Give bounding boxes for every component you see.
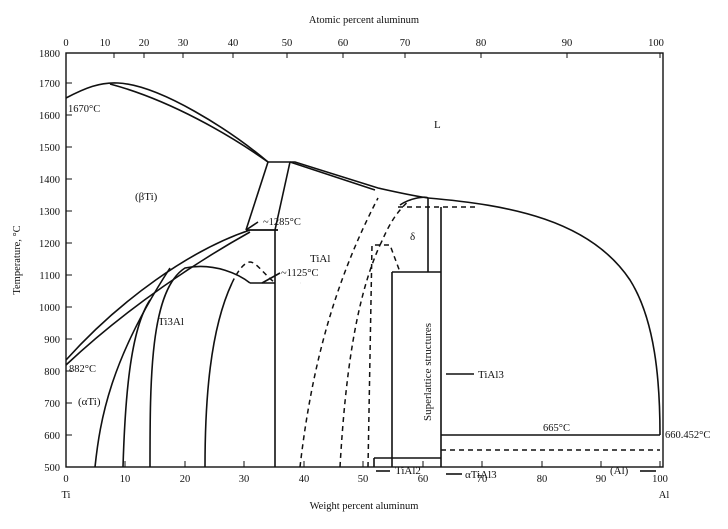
al-melting-label: 660.452°C	[665, 430, 710, 441]
beta-solidus	[109, 83, 269, 163]
top-tick-label: 40	[228, 38, 239, 49]
phase-label-liquid: L	[434, 119, 441, 131]
top-tick-label: 10	[100, 38, 111, 49]
y-tick-label: 900	[44, 335, 60, 346]
bottom-axis-ticks	[65, 461, 661, 467]
phase-label-delta: δ	[410, 231, 415, 243]
annotations: 1670°C ~1285°C ~1125°C 882°C 665°C 660.4…	[68, 104, 710, 441]
y-tick-label: 1100	[39, 271, 60, 282]
beta-transus	[65, 229, 278, 361]
bottom-tick-label: 40	[299, 474, 310, 485]
right-element-label: Al	[659, 490, 670, 501]
dashed-eutectoid-arc	[231, 261, 276, 284]
tial-liquidus	[289, 161, 376, 191]
phase-label-alpha-tial3: αTiAl3	[465, 469, 497, 481]
dashed-boundaries	[231, 197, 660, 468]
top-tick-label: 20	[139, 38, 150, 49]
top-axis-tick-labels: 0 10 20 30 40 50 60 70 80 90 100	[63, 38, 664, 49]
liquidus-right	[427, 197, 661, 436]
left-element-label: Ti	[62, 490, 71, 501]
phase-labels: L (βTi) TiAl δ Ti3Al (αTi) Superlattice …	[78, 119, 656, 481]
y-tick-label: 1600	[39, 111, 60, 122]
bottom-tick-label: 100	[652, 474, 668, 485]
ti3al-dome	[149, 265, 251, 468]
top-tick-label: 80	[476, 38, 487, 49]
bottom-axis-title: Weight percent aluminum	[310, 501, 419, 512]
liquidus-curve	[65, 82, 429, 199]
y-tick-label: 1700	[39, 79, 60, 90]
plot-frame	[65, 52, 664, 468]
top-tick-label: 60	[338, 38, 349, 49]
eutectoid-1125-label: ~1125°C	[281, 268, 319, 279]
ti-melting-label: 1670°C	[68, 104, 100, 115]
dashed-delta-left	[379, 199, 411, 246]
y-tick-label: 500	[44, 463, 60, 474]
peritectic-arrow	[245, 221, 259, 231]
bottom-tick-label: 60	[418, 474, 429, 485]
top-tick-label: 90	[562, 38, 573, 49]
beta-tial-right	[274, 161, 291, 231]
top-tick-label: 30	[178, 38, 189, 49]
alpha-transus	[65, 231, 251, 366]
y-axis-tick-labels: 500 600 700 800 900 1000 1100 1200 1300 …	[39, 49, 60, 474]
bottom-tick-label: 30	[239, 474, 250, 485]
bottom-tick-label: 70	[477, 474, 488, 485]
top-axis-title: Atomic percent aluminum	[309, 15, 419, 26]
dashed-tial-inner	[339, 244, 381, 468]
bottom-tick-label: 50	[358, 474, 369, 485]
phase-label-al: (Al)	[610, 465, 629, 477]
beta-tial-left	[245, 161, 269, 231]
y-axis-title: Temperature, °C	[12, 225, 23, 294]
phase-label-ti3al: Ti3Al	[158, 316, 184, 328]
bottom-tick-label: 20	[180, 474, 191, 485]
top-tick-label: 100	[648, 38, 664, 49]
phase-label-superlattice: Superlattice structures	[422, 323, 434, 421]
y-tick-label: 800	[44, 367, 60, 378]
eutectoid-arrow	[261, 272, 281, 284]
bottom-axis-tick-labels: 0 10 20 30 40 50 60 70 80 90 100	[63, 474, 668, 485]
bottom-tick-label: 0	[63, 474, 68, 485]
peritectic-1285-label: ~1285°C	[263, 217, 301, 228]
y-tick-label: 1400	[39, 175, 60, 186]
top-tick-label: 70	[400, 38, 411, 49]
y-axis-ticks	[66, 52, 72, 468]
y-tick-label: 600	[44, 431, 60, 442]
dashed-tial2	[367, 244, 401, 468]
bottom-tick-label: 80	[537, 474, 548, 485]
phase-label-tial3: TiAl3	[478, 369, 504, 381]
top-tick-label: 0	[63, 38, 68, 49]
phase-label-alpha-ti: (αTi)	[78, 396, 101, 408]
bottom-tick-label: 10	[120, 474, 131, 485]
phase-label-beta-ti: (βTi)	[135, 191, 158, 203]
ti3al-right-boundary	[204, 282, 233, 468]
y-tick-label: 1800	[39, 49, 60, 60]
phase-boundaries	[65, 82, 661, 468]
dashed-tial-right	[299, 197, 379, 468]
top-axis-ticks	[65, 53, 661, 58]
ti-transformation-label: 882°C	[69, 364, 96, 375]
delta-top	[399, 196, 429, 206]
top-tick-label: 50	[282, 38, 293, 49]
phase-label-tial2: TiAl2	[395, 465, 421, 477]
phase-label-tial: TiAl	[310, 253, 330, 265]
y-tick-label: 1200	[39, 239, 60, 250]
y-tick-label: 1500	[39, 143, 60, 154]
y-tick-label: 1000	[39, 303, 60, 314]
bottom-tick-label: 90	[596, 474, 607, 485]
eutectic-665-label: 665°C	[543, 423, 570, 434]
alpha-boundary	[94, 267, 171, 468]
y-tick-label: 700	[44, 399, 60, 410]
y-tick-label: 1300	[39, 207, 60, 218]
